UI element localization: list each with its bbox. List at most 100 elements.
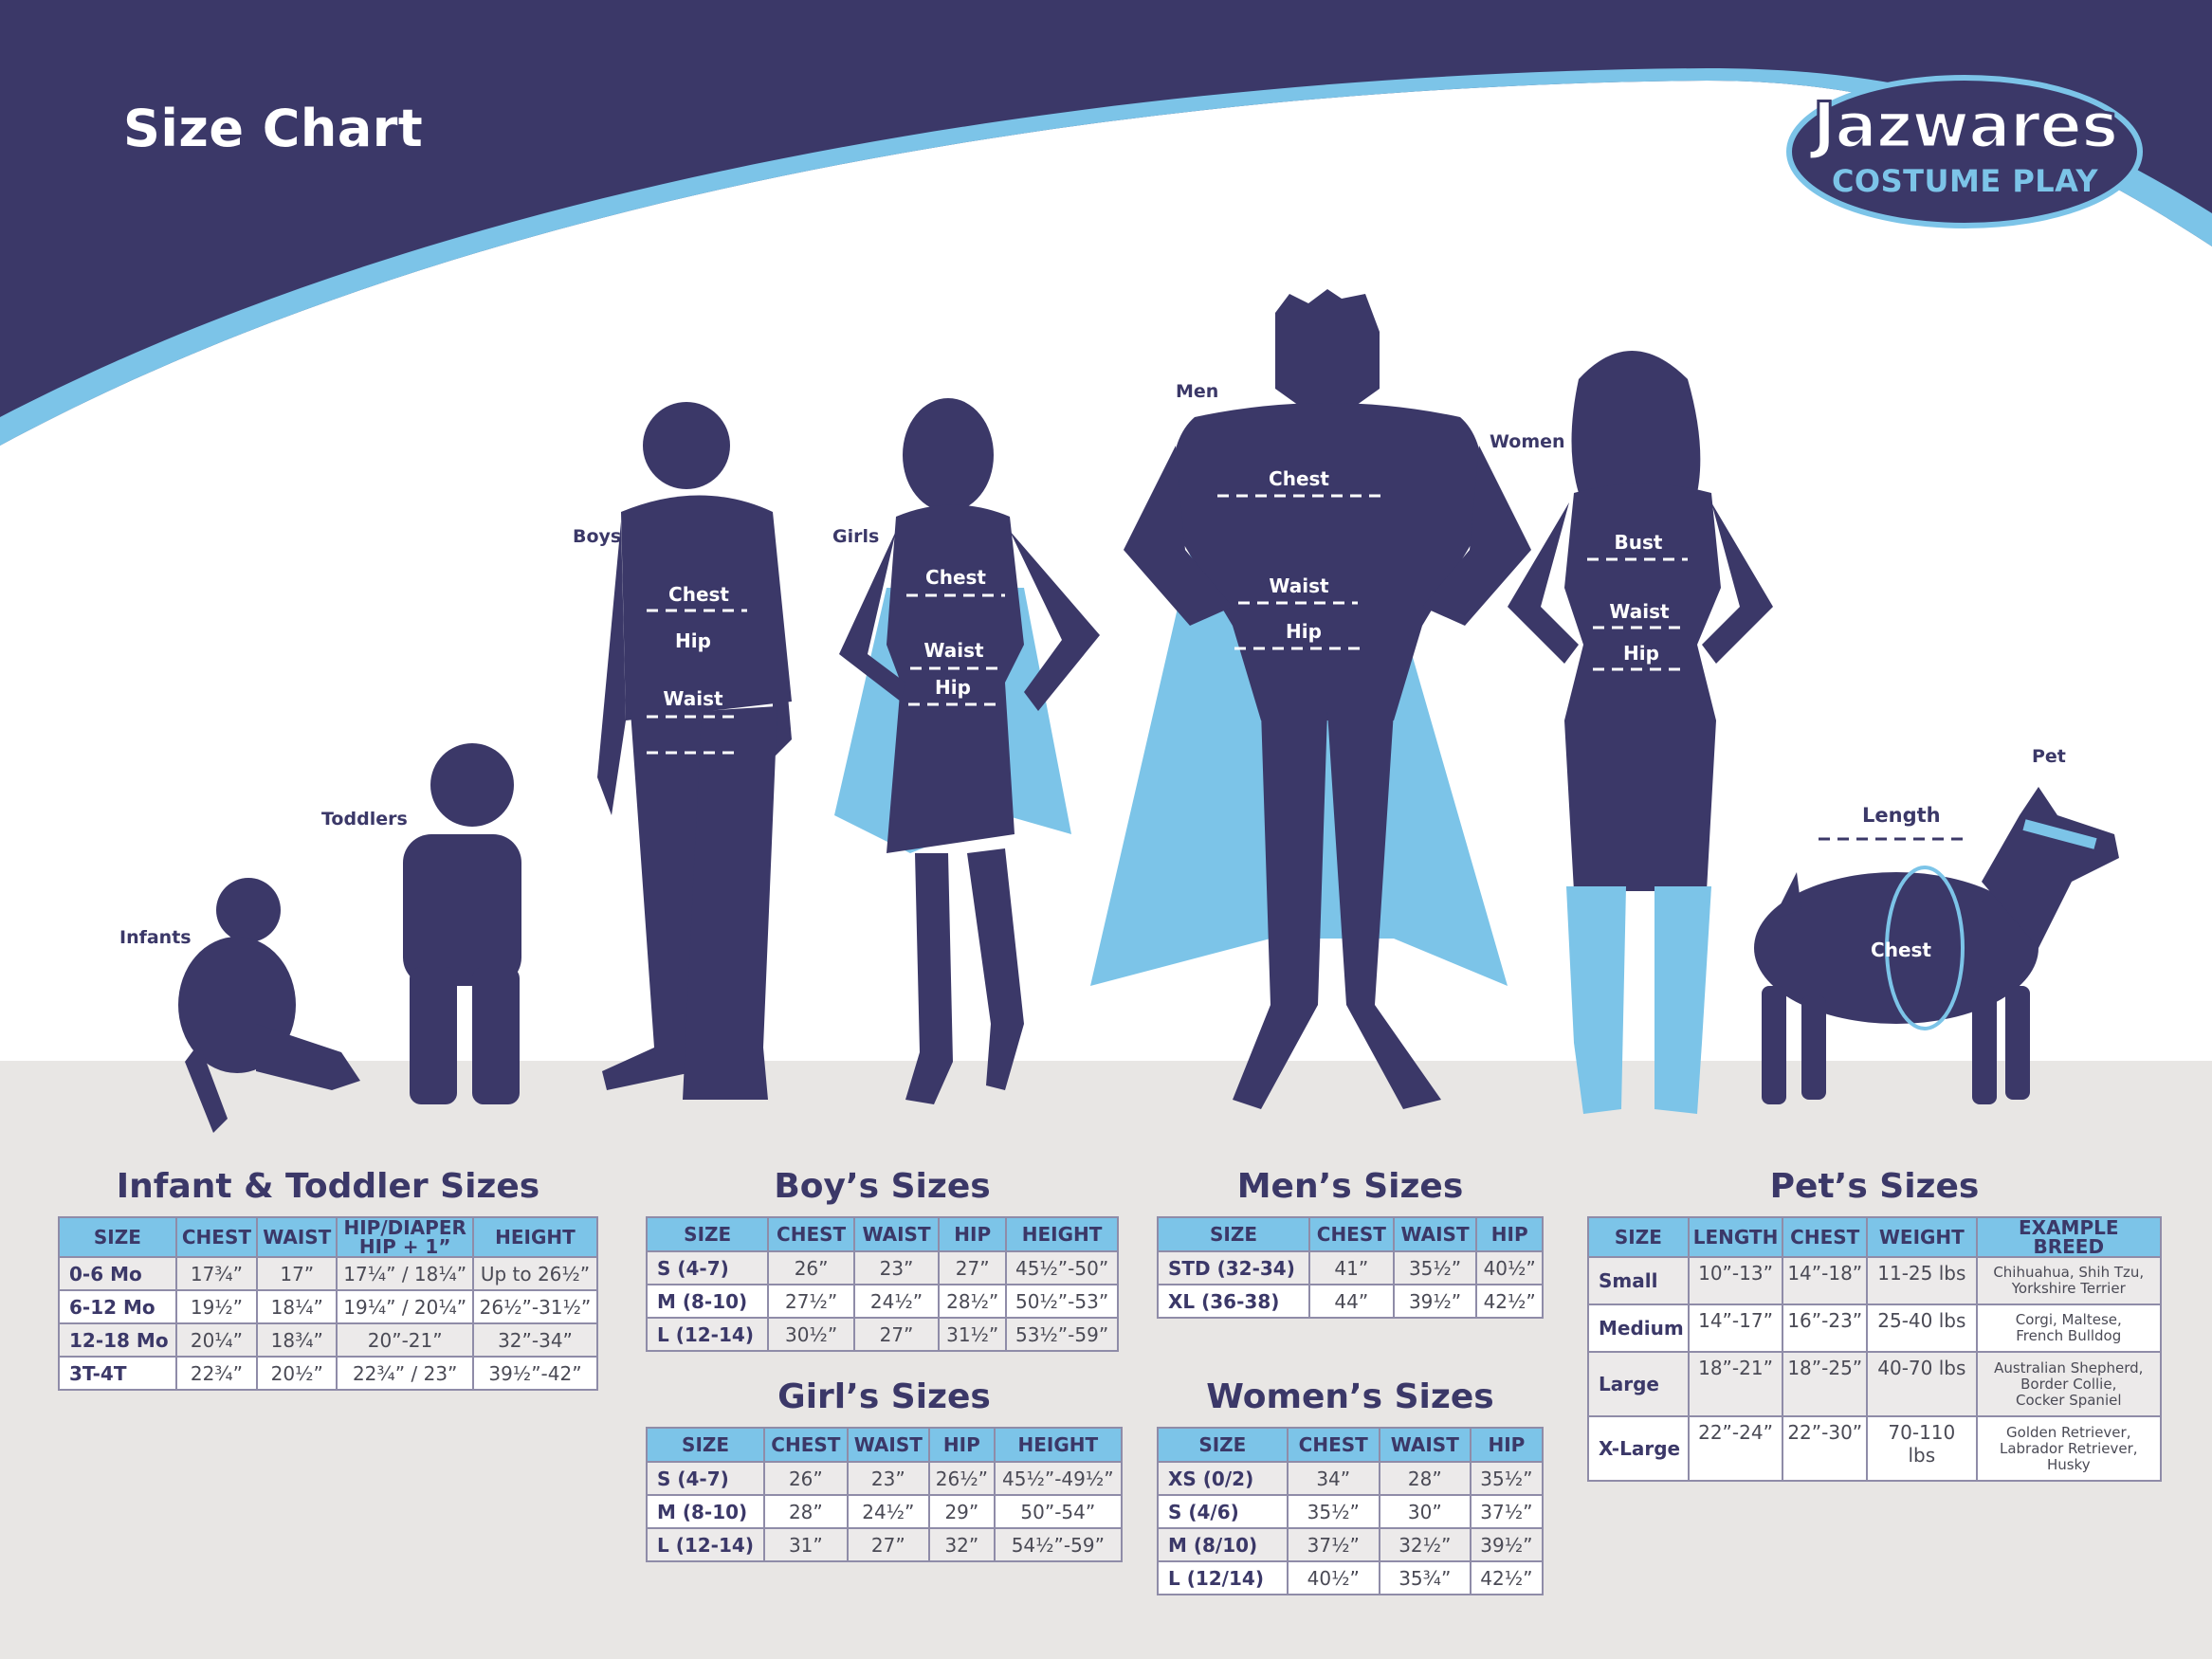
pet-collar	[2022, 819, 2097, 849]
women-table: SIZE CHEST WAIST HIP XS (0/2) 34” 28” 35½” S (4/…	[1157, 1427, 1545, 1595]
size-cell: M (8/10)	[1157, 1527, 1289, 1562]
value-cell: 10”-13”	[1687, 1256, 1784, 1305]
value-cell: 27”	[846, 1527, 931, 1562]
size-cell: M (8-10)	[645, 1284, 770, 1319]
column-header: WAIST	[1378, 1427, 1472, 1463]
value-cell: 45½”-49½”	[993, 1461, 1124, 1496]
column-header: CHEST	[174, 1216, 259, 1258]
men-silhouette	[1124, 289, 1531, 1109]
value-cell: 22¾” / 23”	[336, 1356, 474, 1391]
value-cell: Up to 26½”	[471, 1256, 599, 1291]
value-cell: 50½”-53”	[1005, 1284, 1119, 1319]
table-row: M (8-10) 27½” 24½” 28½” 50½”-53”	[645, 1284, 1119, 1319]
table-row: 6-12 Mo 19½” 18¼” 19¼” / 20¼” 26½”-31½”	[58, 1289, 599, 1324]
men-title: Men’s Sizes	[1236, 1167, 1464, 1206]
value-cell: 30½”	[767, 1317, 855, 1352]
boys-section: Boy’s Sizes SIZE CHEST WAIST HIP HEIGHT S (4-…	[645, 1167, 1119, 1352]
size-cell: Large	[1587, 1351, 1690, 1417]
header-banner	[0, 0, 2212, 446]
boys-hip-label: Hip	[675, 629, 711, 652]
label-pet-chest: Chest	[1871, 939, 1931, 961]
men-waist-label: Waist	[1269, 574, 1329, 597]
table-header-row: SIZE CHEST WAIST HIP HEIGHT	[645, 1216, 1119, 1252]
value-cell: 20¼”	[174, 1322, 259, 1358]
column-header: CHEST	[763, 1427, 849, 1463]
size-cell: 3T-4T	[58, 1356, 177, 1391]
value-cell: 32½”	[1378, 1527, 1472, 1562]
value-cell: 54½”-59”	[993, 1527, 1124, 1562]
boy-silhouette	[597, 402, 792, 1100]
column-header: HIP	[1469, 1427, 1545, 1463]
measurement-lines	[647, 494, 1688, 755]
girls-chest-label: Chest	[925, 566, 986, 589]
table-row: M (8-10) 28” 24½” 29” 50”-54”	[645, 1494, 1124, 1529]
column-header: SIZE	[645, 1216, 770, 1252]
value-cell: 20½”	[256, 1356, 338, 1391]
size-cell: 6-12 Mo	[58, 1289, 177, 1324]
value-cell: 34”	[1286, 1461, 1380, 1496]
table-row: 0-6 Mo 17¾” 17” 17¼” / 18¼” Up to 26½”	[58, 1256, 599, 1291]
size-cell: S (4/6)	[1157, 1494, 1289, 1529]
value-cell: 53½”-59”	[1005, 1317, 1119, 1352]
boys-table: SIZE CHEST WAIST HIP HEIGHT S (4-7) 26” 23” 27” 4…	[645, 1216, 1119, 1352]
value-cell: 14”-17”	[1687, 1304, 1784, 1353]
value-cell: 26”	[767, 1250, 855, 1285]
column-header: SIZE	[1157, 1427, 1289, 1463]
girls-title: Girl’s Sizes	[777, 1377, 991, 1416]
table-row: L (12-14) 30½” 27” 31½” 53½”-59”	[645, 1317, 1119, 1352]
value-cell: 17¼” / 18¼”	[336, 1256, 474, 1291]
size-cell: 0-6 Mo	[58, 1256, 177, 1291]
value-cell: 35½”	[1392, 1250, 1478, 1285]
column-header: WAIST	[852, 1216, 941, 1252]
value-cell: 42½”	[1475, 1284, 1544, 1319]
value-cell: 35¾”	[1378, 1560, 1472, 1595]
brand-logo: Jazwares COSTUME PLAY	[1792, 83, 2138, 226]
value-cell: 37½”	[1469, 1494, 1545, 1529]
table-row: S (4-7) 26” 23” 26½” 45½”-49½”	[645, 1461, 1124, 1496]
value-cell: 45½”-50”	[1005, 1250, 1119, 1285]
boys-chest-label: Chest	[668, 583, 729, 606]
column-header: HIP/DIAPER HIP + 1”	[336, 1216, 474, 1258]
women-waist-label: Waist	[1609, 600, 1670, 623]
column-header: SIZE	[1157, 1216, 1310, 1252]
column-header: HIP	[1475, 1216, 1544, 1252]
column-header: CHEST	[767, 1216, 855, 1252]
value-cell: 40-70 lbs	[1866, 1351, 1978, 1417]
girl-silhouette	[839, 398, 1100, 1104]
value-cell: 32”-34”	[471, 1322, 599, 1358]
label-toddlers: Toddlers	[321, 809, 408, 830]
size-cell: L (12/14)	[1157, 1560, 1289, 1595]
girls-section: Girl’s Sizes SIZE CHEST WAIST HIP HEIGHT S (4…	[645, 1377, 1124, 1562]
value-cell: 18¼”	[256, 1289, 338, 1324]
value-cell: 19½”	[174, 1289, 259, 1324]
size-cell: S (4-7)	[645, 1461, 766, 1496]
table-row: Large 18”-21” 18”-25” 40-70 lbs Australian S…	[1587, 1351, 2163, 1417]
value-cell: 24½”	[846, 1494, 931, 1529]
value-cell: 23”	[846, 1461, 931, 1496]
value-cell: Chihuahua, Shih Tzu, Yorkshire Terrier	[1975, 1256, 2163, 1305]
value-cell: 31½”	[938, 1317, 1008, 1352]
value-cell: 39½”	[1392, 1284, 1478, 1319]
value-cell: 29”	[928, 1494, 996, 1529]
logo-subtitle: COSTUME PLAY	[1831, 163, 2099, 199]
table-header-row: SIZE CHEST WAIST HIP/DIAPER HIP + 1” HEIGHT	[58, 1216, 599, 1258]
value-cell: 27”	[852, 1317, 941, 1352]
column-header: EXAMPLE BREED	[1975, 1216, 2163, 1258]
size-cell: XL (36-38)	[1157, 1284, 1310, 1319]
column-header: CHEST	[1782, 1216, 1869, 1258]
label-women: Women	[1490, 431, 1565, 452]
table-row: X-Large 22”-24” 22”-30” 70-110 lbs Golden Re…	[1587, 1415, 2163, 1482]
size-cell: L (12-14)	[645, 1527, 766, 1562]
value-cell: Corgi, Maltese, French Bulldog	[1975, 1304, 2163, 1353]
boys-waist-label: Waist	[663, 687, 723, 710]
men-section: Men’s Sizes SIZE CHEST WAIST HIP STD (32-34)…	[1157, 1167, 1544, 1319]
value-cell: 42½”	[1469, 1560, 1545, 1595]
size-cell: S (4-7)	[645, 1250, 770, 1285]
value-cell: 31”	[763, 1527, 849, 1562]
pet-section: Pet’s Sizes SIZE LENGTH CHEST WEIGHT EXAMPLE…	[1587, 1167, 2163, 1482]
men-table: SIZE CHEST WAIST HIP STD (32-34) 41” 35½” 40½” X…	[1157, 1216, 1544, 1319]
table-row: Small 10”-13” 14”-18” 11-25 lbs Chihuahua, S…	[1587, 1256, 2163, 1305]
table-header-row: SIZE CHEST WAIST HIP	[1157, 1427, 1545, 1463]
pet-chest-line	[1885, 866, 1965, 1030]
value-cell: 28”	[1378, 1461, 1472, 1496]
